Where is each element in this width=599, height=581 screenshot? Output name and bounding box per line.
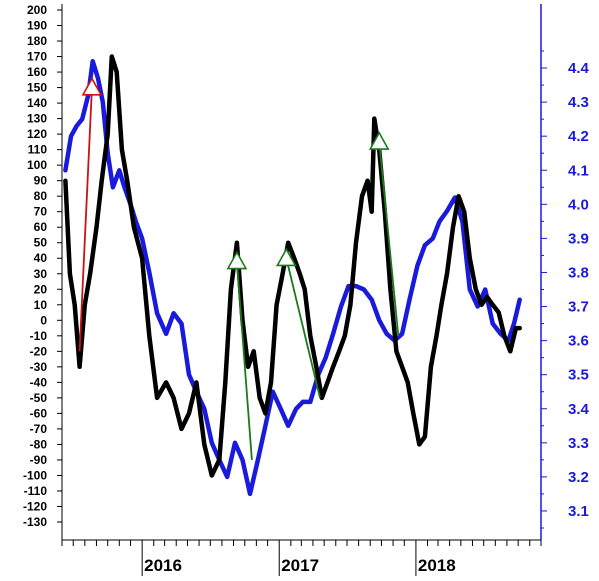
annotation-line-1	[235, 261, 253, 461]
left-tick-label: 70	[34, 205, 48, 219]
left-tick-label: -100	[23, 468, 47, 482]
left-tick-label: 10	[34, 298, 48, 312]
left-tick-label: 50	[34, 236, 48, 250]
right-tick-label: 4.3	[568, 94, 589, 111]
left-tick-label: 90	[34, 174, 48, 188]
left-tick-label: -90	[30, 453, 48, 467]
right-tick-label: 3.6	[568, 333, 589, 350]
right-tick-label: 4.4	[568, 60, 590, 77]
annotation-line-0	[78, 87, 93, 352]
left-tick-label: 110	[28, 143, 48, 157]
left-tick-label: 80	[34, 189, 48, 203]
year-label: 2016	[144, 556, 182, 575]
left-tick-label: 60	[34, 220, 48, 234]
annotation-triangle-0	[81, 76, 103, 96]
year-label: 2018	[418, 556, 456, 575]
right-tick-label: 3.8	[568, 264, 589, 281]
annotation-layer	[78, 76, 400, 461]
left-tick-label: -10	[30, 329, 48, 343]
left-tick-label: -70	[30, 422, 48, 436]
annotation-triangle-3	[368, 131, 390, 150]
left-tick-label: 0	[40, 313, 47, 327]
left-axis: 2001901801701601501401301201101009080706…	[23, 3, 63, 540]
left-tick-label: 150	[27, 81, 47, 95]
right-axis: 4.4 4.3 4.2 4.1 4.0 3.9 3.8 3.7 3.6 3.5 3.4 3.3 3.2 3…	[540, 4, 590, 540]
left-tick-label: 30	[34, 267, 48, 281]
left-tick-label: 190	[27, 19, 47, 33]
right-tick-label: 3.4	[568, 401, 590, 418]
left-tick-label: -130	[23, 515, 47, 529]
right-tick-label: 4.1	[568, 162, 589, 179]
year-label: 2017	[281, 556, 319, 575]
left-tick-label: 180	[27, 34, 47, 48]
annotation-triangle-1	[226, 250, 248, 270]
right-tick-label: 3.9	[568, 230, 589, 247]
left-tick-label: -30	[30, 360, 48, 374]
right-tick-label: 3.7	[568, 299, 589, 316]
left-tick-label: 40	[34, 251, 48, 265]
series-layer	[63, 54, 522, 497]
left-tick-label: -110	[24, 484, 48, 498]
left-tick-label: 100	[27, 158, 47, 172]
right-tick-label: 3.5	[568, 367, 589, 384]
right-tick-label: 3.2	[568, 469, 589, 486]
left-tick-label: 170	[27, 50, 47, 64]
annotation-line-3	[378, 141, 400, 336]
left-tick-label: -80	[30, 437, 48, 451]
left-tick-label: 200	[27, 3, 47, 17]
left-tick-label: 160	[27, 65, 47, 79]
right-tick-label: 4.2	[568, 128, 589, 145]
right-tick-label: 4.0	[568, 196, 589, 213]
left-tick-label: -60	[30, 406, 48, 420]
left-tick-label: -40	[30, 375, 48, 389]
left-tick-label: 20	[34, 282, 48, 296]
left-tick-label: -120	[23, 499, 47, 513]
annotation-line-2	[285, 258, 321, 399]
series-line-1	[63, 58, 522, 497]
left-tick-label: 120	[27, 127, 47, 141]
left-tick-label: 130	[27, 112, 47, 126]
series-line-0	[63, 54, 522, 478]
left-tick-label: 140	[27, 96, 47, 110]
bottom-axis: 2016 2017 2018	[61, 539, 542, 576]
right-tick-label: 3.3	[568, 435, 589, 452]
right-tick-label: 3.1	[568, 503, 589, 520]
left-tick-label: -50	[30, 391, 48, 405]
left-tick-label: -20	[30, 344, 48, 358]
annotation-triangle-2	[275, 247, 297, 267]
